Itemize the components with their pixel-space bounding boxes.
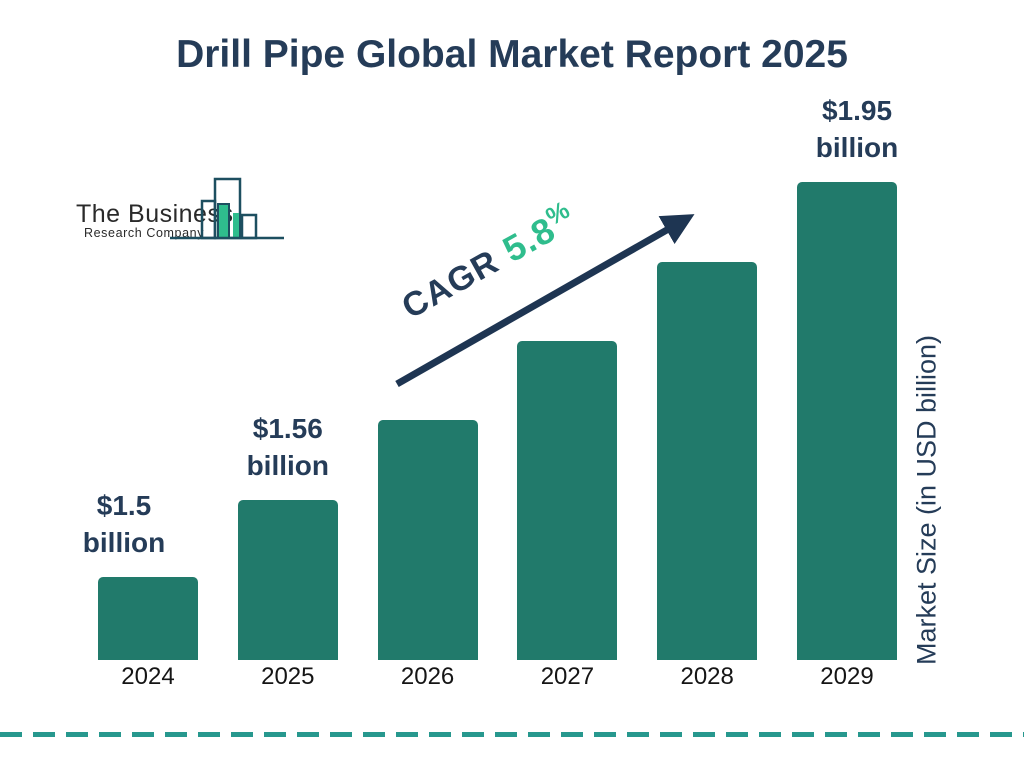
bar-2028 — [657, 262, 758, 660]
value-label-2024: $1.5 billion — [82, 490, 166, 558]
cagr-value: 5.8% — [495, 195, 576, 271]
x-axis-label-2024: 2024 — [121, 663, 175, 690]
x-axis-label-2026: 2026 — [400, 663, 455, 690]
bar-2026 — [377, 420, 478, 660]
y-axis-label: Market Size (in USD billion) — [911, 334, 942, 666]
x-axis-label-2028: 2028 — [680, 663, 734, 690]
x-axis-label-2027: 2027 — [540, 663, 595, 690]
bar-2024 — [98, 577, 198, 660]
value-label-2025: $1.56 billion — [246, 413, 330, 481]
bottom-dashed-divider — [0, 732, 1024, 737]
logo-text-line2: Research Company — [84, 226, 205, 240]
x-axis-label-2029: 2029 — [820, 663, 874, 690]
cagr-label: CAGR — [395, 242, 506, 327]
company-logo: The Business Research Company — [72, 168, 287, 248]
logo-text-line1: The Business — [76, 200, 234, 228]
bar-2027 — [517, 341, 618, 660]
cagr-annotation: CAGR5.8% — [393, 195, 583, 327]
bar-2029 — [797, 182, 897, 660]
logo-bars-icon — [170, 177, 284, 240]
bar-2025 — [237, 500, 338, 660]
page-title: Drill Pipe Global Market Report 2025 — [176, 33, 848, 76]
value-label-2029: $1.95 billion — [815, 95, 899, 163]
x-axis-label-2025: 2025 — [261, 663, 315, 690]
